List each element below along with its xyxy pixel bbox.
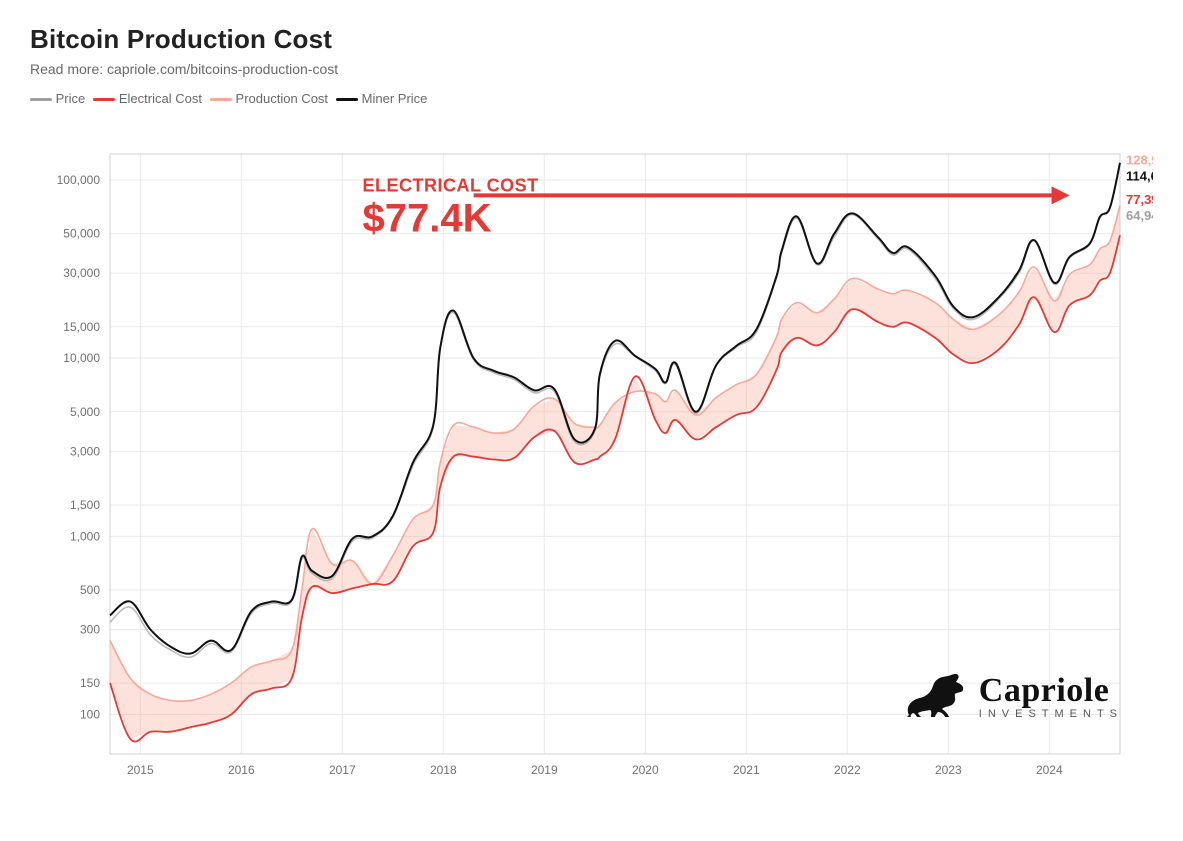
x-tick-label: 2016 — [228, 763, 255, 777]
annotation-label: ELECTRICAL COST — [363, 175, 539, 195]
legend: Price Electrical Cost Production Cost Mi… — [30, 91, 1153, 106]
horse-icon — [901, 671, 967, 721]
x-tick-label: 2024 — [1036, 763, 1063, 777]
y-tick-label: 50,000 — [63, 227, 100, 241]
brand-logo: Capriole INVESTMENTS — [901, 671, 1123, 721]
y-tick-label: 1,500 — [70, 498, 100, 512]
legend-item: Price — [30, 91, 85, 106]
chart-subtitle: Read more: capriole.com/bitcoins-product… — [30, 61, 1153, 77]
x-tick-label: 2020 — [632, 763, 659, 777]
annotation-arrowhead — [1052, 186, 1070, 204]
x-tick-label: 2021 — [733, 763, 760, 777]
y-tick-label: 300 — [80, 622, 100, 636]
x-tick-label: 2018 — [430, 763, 457, 777]
y-tick-label: 100 — [80, 707, 100, 721]
y-tick-label: 3,000 — [70, 444, 100, 458]
cost-band-area — [110, 205, 1120, 738]
series-end-label: 64,949.46 — [1126, 208, 1153, 223]
logo-subtext: INVESTMENTS — [979, 708, 1123, 720]
series-end-label: 114,631.89 — [1126, 168, 1153, 183]
legend-item: Electrical Cost — [93, 91, 202, 106]
x-tick-label: 2015 — [127, 763, 154, 777]
y-tick-label: 150 — [80, 676, 100, 690]
x-tick-label: 2019 — [531, 763, 558, 777]
series-end-label: 128,989.4 — [1126, 152, 1153, 167]
x-tick-label: 2023 — [935, 763, 962, 777]
legend-item: Miner Price — [336, 91, 427, 106]
y-tick-label: 100,000 — [57, 173, 101, 187]
legend-item: Production Cost — [210, 91, 328, 106]
y-tick-label: 5,000 — [70, 405, 100, 419]
y-tick-label: 15,000 — [63, 320, 100, 334]
y-tick-label: 30,000 — [63, 266, 100, 280]
x-tick-label: 2017 — [329, 763, 356, 777]
x-tick-label: 2022 — [834, 763, 861, 777]
production-cost-line — [110, 205, 1120, 701]
chart-title: Bitcoin Production Cost — [30, 24, 1153, 55]
annotation-value: $77.4K — [363, 196, 492, 240]
series-end-label: 77,393.64 — [1126, 192, 1153, 207]
logo-text: Capriole — [979, 672, 1123, 710]
y-tick-label: 500 — [80, 583, 100, 597]
y-tick-label: 10,000 — [63, 351, 100, 365]
y-tick-label: 1,000 — [70, 529, 100, 543]
